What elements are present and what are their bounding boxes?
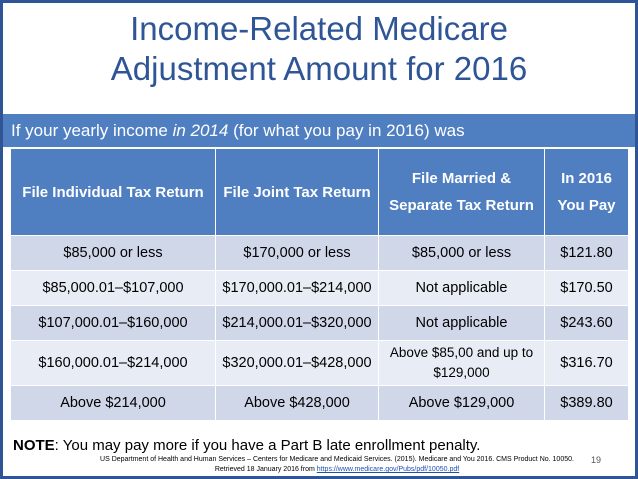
note-label: NOTE xyxy=(13,437,55,454)
cell-married-separate: $85,000 or less xyxy=(378,235,545,271)
cell-married-separate: Not applicable xyxy=(378,270,545,306)
cell-married-separate: Above $129,000 xyxy=(378,385,545,421)
table-row: $160,000.01–$214,000 $320,000.01–$428,00… xyxy=(10,340,629,386)
premium-table: File Individual Tax Return File Joint Ta… xyxy=(10,148,629,421)
banner-emphasis: in 2014 xyxy=(172,121,229,140)
title-line-1: Income-Related Medicare xyxy=(130,10,508,47)
cell-joint: $214,000.01–$320,000 xyxy=(215,305,379,341)
header-individual: File Individual Tax Return xyxy=(10,148,216,236)
source-citation: US Department of Health and Human Servic… xyxy=(87,455,587,475)
title-line-2: Adjustment Amount for 2016 xyxy=(110,50,528,87)
table-row: Above $214,000 Above $428,000 Above $129… xyxy=(10,385,629,421)
slide-title: Income-Related Medicare Adjustment Amoun… xyxy=(3,9,635,89)
cell-married-separate: Above $85,00 and up to $129,000 xyxy=(378,340,545,386)
cell-individual: $107,000.01–$160,000 xyxy=(10,305,216,341)
citation-line-1: US Department of Health and Human Servic… xyxy=(100,456,574,463)
cell-pay: $389.80 xyxy=(544,385,629,421)
table-row: $85,000 or less $170,000 or less $85,000… xyxy=(10,235,629,271)
citation-retrieved: Retrieved 18 January 2016 from xyxy=(214,466,317,473)
cell-joint: Above $428,000 xyxy=(215,385,379,421)
banner-suffix: (for what you pay in 2016) was xyxy=(228,121,465,140)
cell-joint: $170,000.01–$214,000 xyxy=(215,270,379,306)
cell-married-separate: Not applicable xyxy=(378,305,545,341)
banner-prefix: If your yearly income xyxy=(11,121,173,140)
header-pay: In 2016 You Pay xyxy=(544,148,629,236)
cell-pay: $243.60 xyxy=(544,305,629,341)
page-number: 19 xyxy=(591,455,602,465)
penalty-note: NOTE: You may pay more if you have a Par… xyxy=(13,437,480,454)
cell-individual: $85,000 or less xyxy=(10,235,216,271)
table-row: $107,000.01–$160,000 $214,000.01–$320,00… xyxy=(10,305,629,341)
cell-joint: $170,000 or less xyxy=(215,235,379,271)
cell-individual: $160,000.01–$214,000 xyxy=(10,340,216,386)
table-header-row: File Individual Tax Return File Joint Ta… xyxy=(10,148,629,236)
note-text: : You may pay more if you have a Part B … xyxy=(54,437,481,454)
cell-pay: $170.50 xyxy=(544,270,629,306)
citation-line-2: Retrieved 18 January 2016 from https://w… xyxy=(87,465,587,475)
header-married-separate: File Married & Separate Tax Return xyxy=(378,148,545,236)
cell-joint: $320,000.01–$428,000 xyxy=(215,340,379,386)
cell-individual: $85,000.01–$107,000 xyxy=(10,270,216,306)
cell-individual: Above $214,000 xyxy=(10,385,216,421)
cell-pay: $316.70 xyxy=(544,340,629,386)
source-link[interactable]: https://www.medicare.gov/Pubs/pdf/10050.… xyxy=(316,466,460,473)
income-banner: If your yearly income in 2014 (for what … xyxy=(3,114,635,147)
header-joint: File Joint Tax Return xyxy=(215,148,379,236)
table-row: $85,000.01–$107,000 $170,000.01–$214,000… xyxy=(10,270,629,306)
cell-pay: $121.80 xyxy=(544,235,629,271)
